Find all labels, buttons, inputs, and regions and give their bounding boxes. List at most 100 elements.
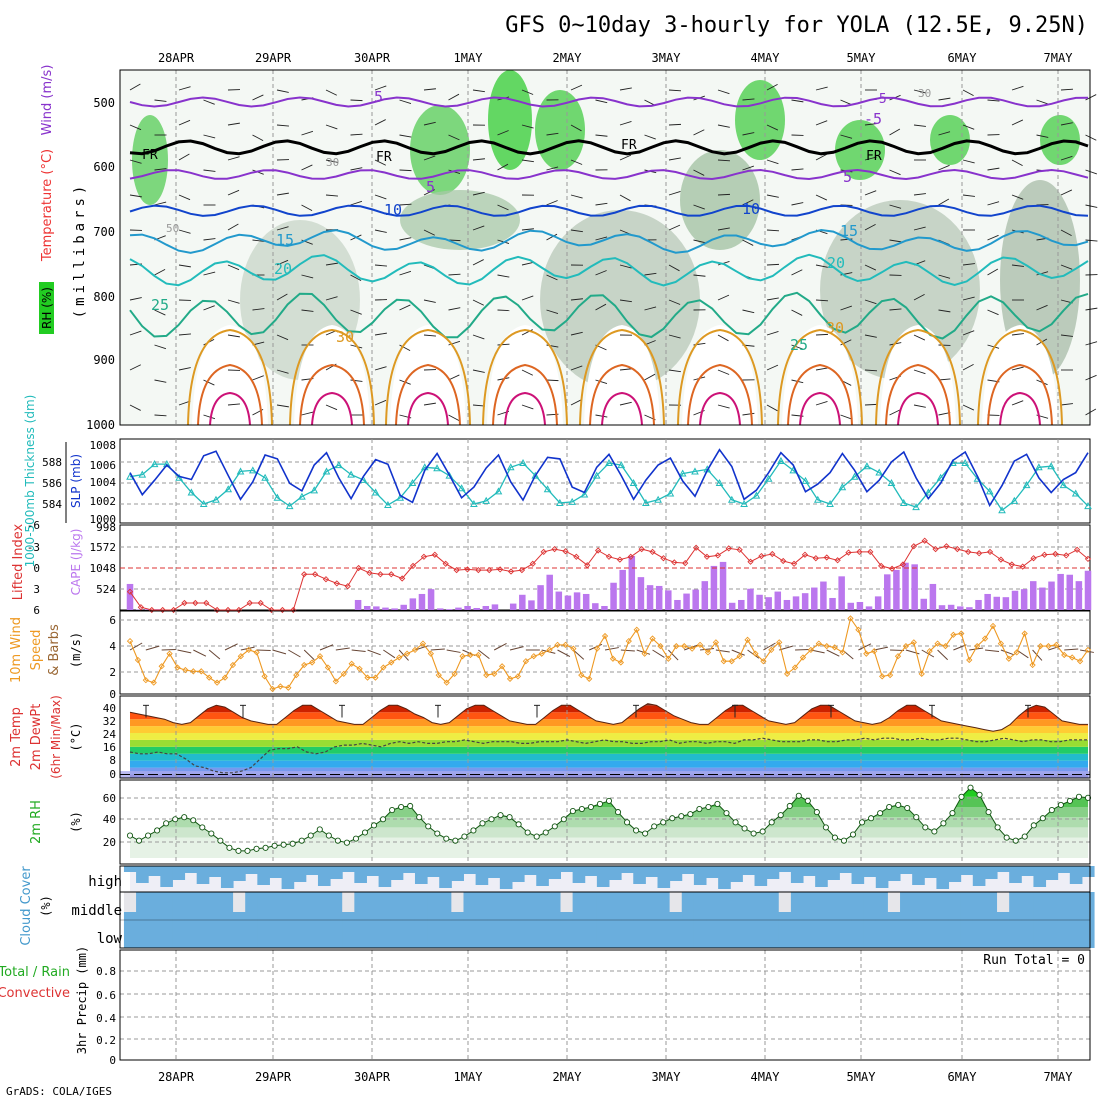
cape-bar: [637, 577, 645, 610]
rh-point: [325, 832, 332, 839]
thickness-tick: 584: [42, 498, 62, 511]
isotherm-30: [977, 328, 1063, 426]
wind-barb: [913, 334, 926, 341]
wind-speed-point: [1053, 641, 1060, 648]
isotherm-40: [999, 391, 1041, 426]
li-point: [181, 599, 188, 607]
wind-barb: [301, 411, 314, 416]
cloud-high-bar: [790, 866, 804, 883]
li-point: [224, 606, 232, 614]
isotherm-30: [875, 328, 961, 426]
wind-barb: [913, 369, 926, 375]
cape-bar: [592, 603, 599, 610]
cloud-mid-low-bar: [693, 892, 707, 948]
rh-point: [849, 831, 857, 838]
cloud-mid-low-bar: [136, 892, 149, 948]
isotherm-35: [885, 363, 951, 426]
wind-barb: [374, 332, 387, 336]
wind-barb: [619, 299, 632, 303]
thickness-point: [1047, 462, 1055, 470]
rh-tick: 60: [103, 792, 116, 805]
cloud-mid-low-bar: [706, 892, 719, 948]
wind-barb: [546, 309, 559, 314]
rh-point: [470, 827, 477, 834]
cape-bar: [354, 599, 362, 610]
wind-barb: [668, 369, 681, 373]
wind-barb: [325, 194, 338, 197]
cloud-mid-low-bar: [900, 892, 913, 948]
pressure-tick: 700: [93, 225, 115, 239]
wind-barb: [791, 309, 803, 316]
rh-point: [361, 829, 369, 836]
thickness-axis: 588 586 584: [42, 456, 62, 511]
wind-speed-point: [467, 651, 474, 659]
wind-barb: [472, 225, 485, 231]
cloud-mid-low-bar: [669, 912, 683, 948]
temperature-band: [130, 733, 1088, 740]
contour-label-5: 5: [843, 168, 852, 186]
wind-barb: [129, 83, 141, 91]
rh-blob: [132, 115, 168, 205]
wind-barb: [595, 236, 608, 241]
wind-barb: [423, 155, 436, 161]
li-point: [420, 553, 428, 560]
isotherm-40: [699, 391, 741, 426]
wind-barb: [546, 233, 558, 241]
wind-speed-point: [293, 671, 300, 679]
cape-bar: [993, 596, 1001, 610]
cloud-mid-low-bar: [633, 892, 646, 948]
thickness-point: [629, 478, 638, 486]
temperature-axis-label: Temperature (°C): [40, 149, 55, 262]
precip-axis: 0.8 0.6 0.4 0.2 0: [96, 965, 116, 1067]
thickness-point: [813, 495, 822, 503]
cape-bar: [1039, 587, 1046, 610]
rh-blob: [735, 80, 785, 160]
cloud-high-bar: [815, 866, 828, 887]
rh-blob: [930, 115, 970, 165]
cloud-high-bar: [730, 866, 743, 882]
wind10m-barb: [493, 642, 507, 651]
cape-bar: [582, 593, 590, 610]
wind10m-barb: [351, 649, 366, 652]
rh-point: [244, 847, 251, 854]
wind-barb: [717, 294, 730, 301]
thickness-point: [617, 461, 626, 469]
wind10m-barb: [288, 649, 301, 658]
rh2m-panel: 60 40 20 2m RH (%): [29, 779, 1092, 865]
cloud-high-bar: [208, 866, 222, 877]
thickness-point: [273, 493, 282, 501]
thickness-point: [985, 487, 994, 495]
rh-point: [949, 810, 956, 817]
wind-speed-point: [364, 674, 371, 681]
upper-air-panel: FR FR FR FR 5 5 5 -5 -5 10 10 15 15 20 2…: [39, 65, 1098, 432]
cape-bar: [382, 607, 389, 610]
wind-speed-point: [451, 670, 458, 677]
wind-barb: [227, 189, 240, 196]
wind-speed-point: [514, 673, 522, 680]
cape-bar: [811, 587, 818, 610]
pressure-tick: 1000: [86, 418, 115, 432]
wind10m-barb: [509, 646, 524, 651]
cloud-gap: [778, 892, 792, 912]
cloud-high-bar: [1069, 866, 1083, 884]
cloud-mid-low-bar: [815, 892, 828, 948]
thickness-point: [605, 459, 613, 467]
wind-barb: [546, 132, 559, 136]
wind-speed-point: [784, 670, 791, 677]
contour-labels: FR FR FR FR 5 5 5 -5 -5 10 10 15 15 20 2…: [142, 87, 931, 354]
precip-panel: Run Total = 0 0.8 0.6 0.4 0.2 0 Total / …: [0, 946, 1091, 1067]
wind-barb: [962, 263, 975, 266]
thickness-point: [924, 488, 933, 496]
rh-point: [786, 802, 793, 810]
wind-barb: [570, 124, 582, 132]
rh-point: [226, 844, 233, 851]
cloud-gap: [342, 892, 355, 912]
wind-barb: [1011, 264, 1024, 267]
rh-tick: 40: [103, 813, 116, 826]
rh-band: [130, 787, 1088, 797]
wind-speed-point: [997, 640, 1005, 647]
wind-barb: [276, 226, 289, 231]
rh-point: [596, 800, 604, 807]
wind10m-barb: [303, 649, 315, 661]
cloud-mid-low-bar: [1009, 892, 1022, 948]
